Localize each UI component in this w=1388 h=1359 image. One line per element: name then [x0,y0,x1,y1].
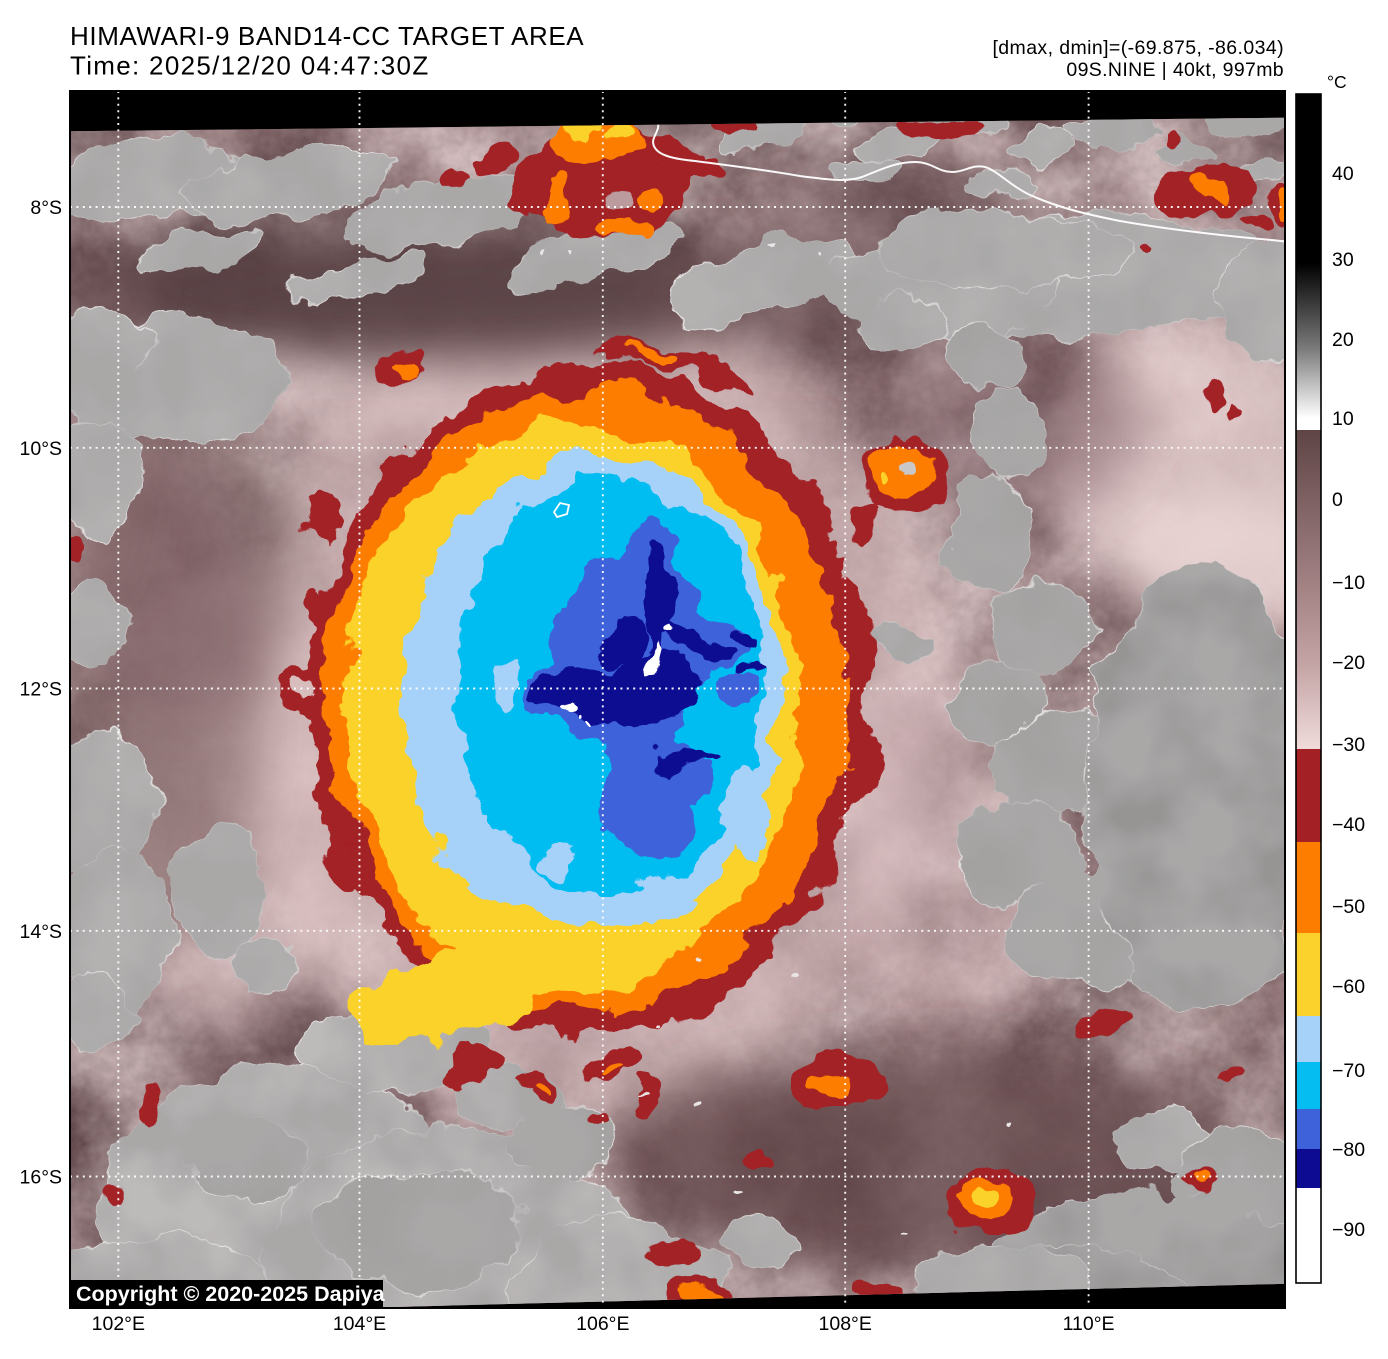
svg-text:−60: −60 [1332,976,1365,998]
svg-text:20: 20 [1332,329,1354,351]
svg-text:−30: −30 [1332,734,1365,756]
svg-text:Copyright © 2020-2025 Dapiya: Copyright © 2020-2025 Dapiya [76,1282,386,1306]
svg-text:09S.NINE | 40kt, 997mb: 09S.NINE | 40kt, 997mb [1066,59,1284,81]
svg-text:−20: −20 [1332,652,1365,674]
svg-text:102°E: 102°E [92,1313,145,1335]
svg-text:HIMAWARI-9 BAND14-CC TARGET AR: HIMAWARI-9 BAND14-CC TARGET AREA [70,21,584,51]
svg-text:Time: 2025/12/20 04:47:30Z: Time: 2025/12/20 04:47:30Z [70,51,430,81]
svg-text:14°S: 14°S [20,921,63,943]
svg-text:−80: −80 [1332,1139,1365,1161]
svg-text:−40: −40 [1332,814,1365,836]
svg-text:110°E: 110°E [1063,1313,1115,1335]
svg-text:106°E: 106°E [576,1313,629,1335]
svg-text:16°S: 16°S [20,1167,63,1189]
svg-text:104°E: 104°E [333,1313,386,1335]
svg-text:108°E: 108°E [819,1313,872,1335]
svg-text:40: 40 [1332,163,1354,185]
svg-text:10: 10 [1332,408,1354,430]
svg-text:−90: −90 [1332,1219,1365,1241]
svg-text:8°S: 8°S [30,197,62,219]
svg-text:30: 30 [1332,249,1354,271]
svg-text:10°S: 10°S [20,438,63,460]
svg-text:−70: −70 [1332,1060,1365,1082]
svg-text:°C: °C [1327,72,1347,92]
svg-text:12°S: 12°S [20,679,63,701]
svg-text:−50: −50 [1332,896,1365,918]
svg-text:−10: −10 [1332,572,1365,594]
svg-text:[dmax, dmin]=(-69.875, -86.034: [dmax, dmin]=(-69.875, -86.034) [992,37,1284,59]
svg-text:0: 0 [1332,489,1343,511]
